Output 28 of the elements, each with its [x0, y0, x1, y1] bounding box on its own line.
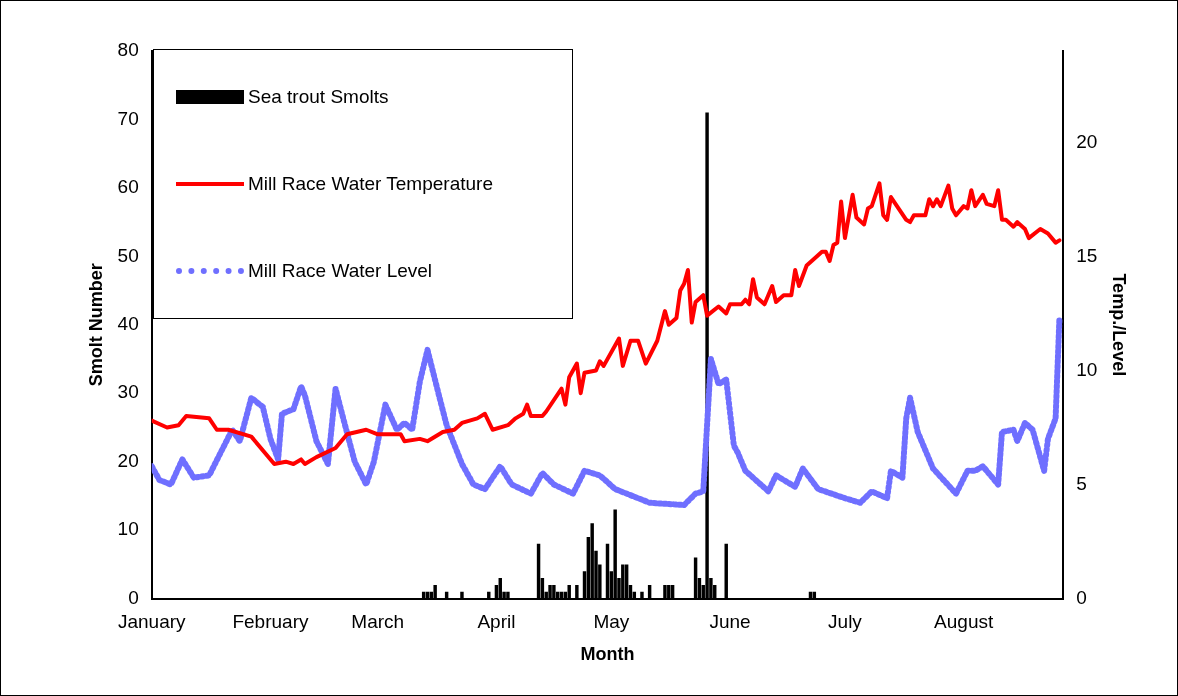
- y-tick-label: 30: [117, 381, 139, 403]
- y-axis-title: Smolt Number: [85, 263, 106, 387]
- legend-label: Mill Race Water Temperature: [248, 172, 493, 195]
- y2-axis-title: Temp./Level: [1109, 273, 1130, 377]
- y-tick-label: 40: [117, 313, 139, 335]
- x-axis-title: Month: [580, 644, 635, 665]
- x-tick-label: May: [593, 611, 630, 633]
- y-tick-label: 0: [128, 586, 139, 608]
- legend-label: Sea trout Smolts: [248, 85, 389, 108]
- y-tick-label: 50: [117, 244, 139, 266]
- y-tick-label: 10: [117, 518, 139, 540]
- y-tick-label: 20: [117, 449, 139, 471]
- y2-tick-label: 20: [1076, 130, 1098, 152]
- x-tick-label: April: [477, 611, 516, 633]
- y2-tick-label: 15: [1076, 244, 1098, 266]
- y-tick-label: 60: [117, 176, 139, 198]
- x-tick-label: February: [232, 611, 309, 633]
- y2-tick-label: 0: [1076, 586, 1087, 608]
- y-tick-label: 70: [117, 107, 139, 129]
- legend-label: Mill Race Water Level: [248, 259, 433, 282]
- y-tick-label: 80: [117, 39, 139, 61]
- x-tick-label: January: [117, 611, 187, 633]
- x-tick-label: August: [934, 611, 994, 633]
- x-tick-label: March: [351, 611, 405, 633]
- x-tick-label: July: [828, 611, 863, 633]
- y2-tick-label: 5: [1076, 472, 1087, 494]
- y2-tick-label: 10: [1076, 358, 1098, 380]
- x-tick-label: June: [709, 611, 751, 633]
